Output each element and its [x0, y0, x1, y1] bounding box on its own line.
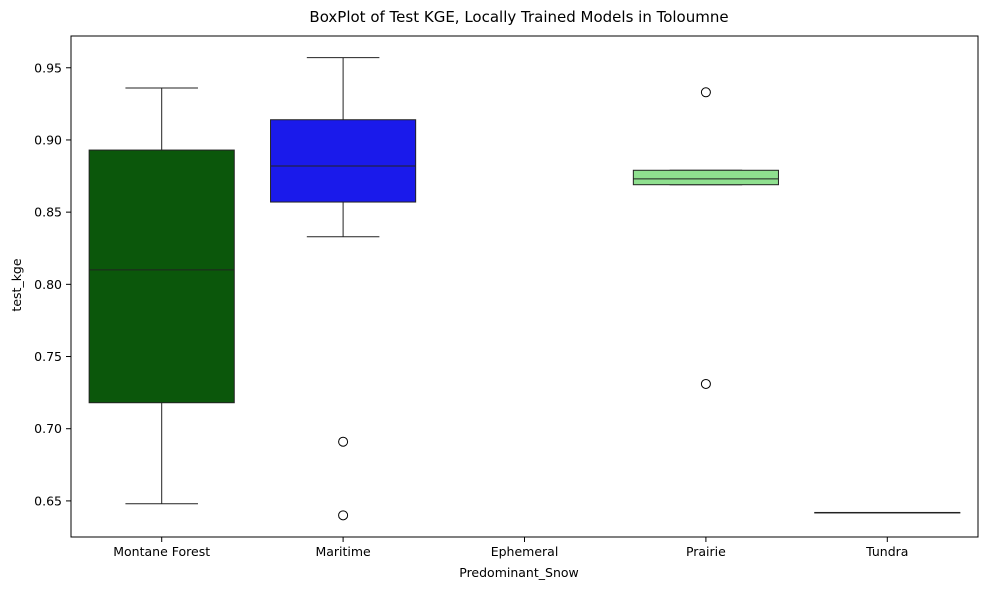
outlier-point-maritime — [338, 436, 349, 447]
y-tick-label: 0.90 — [34, 132, 62, 147]
box-maritime — [270, 119, 417, 203]
box-group — [632, 87, 779, 389]
x-axis: Montane Forest Maritime Ephemeral Prairie Tu… — [113, 537, 908, 559]
box-prairie — [632, 169, 779, 186]
y-tick-label: 0.95 — [34, 60, 62, 75]
x-tick-label: Ephemeral — [491, 544, 559, 559]
y-tick-label: 0.80 — [34, 277, 62, 292]
x-tick-label: Prairie — [686, 544, 726, 559]
outlier-point-prairie — [700, 87, 711, 98]
outlier-point-maritime — [338, 510, 349, 521]
chart-title: BoxPlot of Test KGE, Locally Trained Mod… — [309, 8, 728, 26]
x-tick-label: Montane Forest — [113, 544, 210, 559]
x-tick-label: Tundra — [865, 544, 908, 559]
y-tick-label: 0.65 — [34, 493, 62, 508]
plot-area — [88, 57, 961, 521]
outlier-point-prairie — [700, 378, 711, 389]
box-group — [814, 511, 961, 514]
box-montane-forest — [88, 149, 235, 404]
y-tick-label: 0.75 — [34, 349, 62, 364]
box-group — [88, 87, 235, 505]
x-axis-title: Predominant_Snow — [459, 565, 579, 580]
y-tick-label: 0.70 — [34, 421, 62, 436]
y-tick-label: 0.85 — [34, 205, 62, 220]
y-axis-title: test_kge — [9, 258, 24, 311]
x-tick-label: Maritime — [315, 544, 371, 559]
y-axis: 0.65 0.70 0.75 0.80 0.85 0.90 0.95 — [34, 60, 71, 508]
box-group — [270, 57, 417, 521]
